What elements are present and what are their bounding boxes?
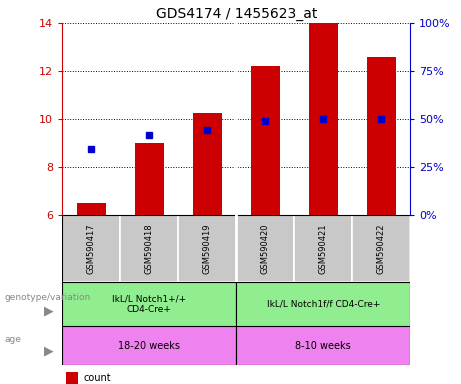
Bar [62,215,120,282]
Bar [120,215,178,282]
Text: age: age [5,335,22,344]
Bar [236,215,294,282]
Text: count: count [83,373,111,383]
Bar [294,215,352,282]
Bar [251,66,280,215]
Text: IkL/L Notch1+/+
CD4-Cre+: IkL/L Notch1+/+ CD4-Cre+ [112,295,186,314]
Bar [367,56,396,215]
Bar [236,326,410,365]
Bar [309,23,338,215]
Text: GSM590421: GSM590421 [319,223,328,274]
Bar [236,282,410,326]
Text: GSM590417: GSM590417 [87,223,96,274]
Bar [135,143,164,215]
Text: 8-10 weeks: 8-10 weeks [296,341,351,351]
Text: GSM590419: GSM590419 [203,223,212,274]
Text: ▶: ▶ [44,345,53,358]
Bar [193,113,222,215]
Bar [178,215,236,282]
Bar [77,203,106,215]
Text: 18-20 weeks: 18-20 weeks [118,341,180,351]
Title: GDS4174 / 1455623_at: GDS4174 / 1455623_at [155,7,317,21]
Bar [352,215,410,282]
Text: GSM590418: GSM590418 [145,223,154,274]
Text: GSM590420: GSM590420 [261,223,270,274]
Bar [62,282,236,326]
Text: genotype/variation: genotype/variation [5,293,91,302]
Bar [66,372,78,384]
Text: GSM590422: GSM590422 [377,223,386,274]
Bar [62,326,236,365]
Text: ▶: ▶ [44,305,53,318]
Text: IkL/L Notch1f/f CD4-Cre+: IkL/L Notch1f/f CD4-Cre+ [266,300,380,309]
